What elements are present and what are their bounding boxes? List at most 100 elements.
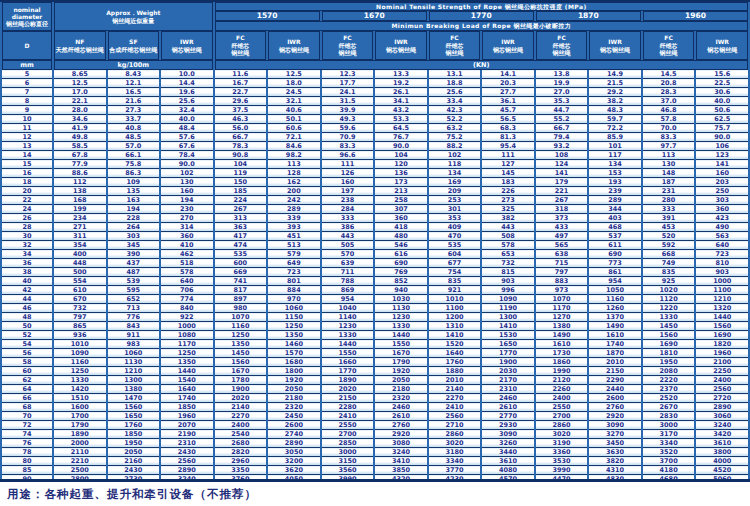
cell: 3760 [215,475,267,482]
cell: 267 [536,196,588,205]
cell: 669 [215,268,267,277]
cell: 865 [54,322,106,331]
cell: 2050 [108,448,160,457]
cell: 64 [2,385,52,394]
cell: 723 [268,268,320,277]
cell: 520 [643,232,695,241]
cell: 98.2 [268,151,320,160]
cell: 578 [482,241,534,250]
cell: 32.1 [268,97,320,106]
table-row: 6816001560185021402320228024602410261025… [2,403,748,412]
cell: 2180 [375,385,427,394]
cell: 732 [482,259,534,268]
cell: 185 [215,187,267,196]
rope-spec-table-container: nominal diameter 钢丝绳公称直径 Approx．Weight 钢… [0,0,750,482]
cell: 18.8 [429,79,481,88]
cell: 884 [268,286,320,295]
cell: 163 [108,196,160,205]
cell: 2460 [482,394,534,403]
cell: 1550 [375,340,427,349]
cell: 4310 [589,466,641,475]
cell: 3270 [589,430,641,439]
cell: 1890 [322,376,374,385]
cell: 8 [2,97,52,106]
cell: 1470 [108,394,160,403]
cell: 403 [589,214,641,223]
cell: 22.1 [54,97,106,106]
cell: 200 [268,187,320,196]
cell: 2260 [536,385,588,394]
cell: 213 [375,187,427,196]
table-row: 6615101470174020202180215023202270246024… [2,394,748,403]
cell: 239 [589,187,641,196]
cell: 37.5 [215,106,267,115]
cell: 2160 [108,457,160,466]
cell: 75.2 [429,133,481,142]
cell: 1460 [268,340,320,349]
cell: 1140 [322,313,374,322]
cell: 3020 [536,430,588,439]
unit-mm: mm [2,60,52,70]
cell: 193 [589,178,641,187]
cell: 3700 [643,457,695,466]
cell: 18.0 [268,79,320,88]
cell: 835 [643,268,695,277]
cell: 1730 [536,349,588,358]
cell: 2400 [215,421,267,430]
cell: 134 [589,160,641,169]
cell: 284 [322,205,374,214]
cell: 1210 [108,367,160,376]
cell: 382 [482,214,534,223]
cell: 83.3 [322,142,374,151]
cell: 264 [108,223,160,232]
cell: 539 [108,277,160,286]
cell: 14.1 [482,70,534,79]
table-row: 4261059570681788486994092199697310501020… [2,286,748,295]
cell: 19.6 [161,88,213,97]
cell: 1270 [536,313,588,322]
cell: 360 [375,214,427,223]
cell: 43.2 [375,106,427,115]
cell: 68.3 [482,124,534,133]
cell: 505 [322,241,374,250]
cell: 95.4 [482,142,534,151]
cell: 1870 [589,349,641,358]
cell: 3440 [482,448,534,457]
cell: 1880 [429,367,481,376]
cell: 113 [268,160,320,169]
cell: 70.9 [322,133,374,142]
cell: 136 [375,169,427,178]
cell: 2320 [268,403,320,412]
cell: 96.6 [322,151,374,160]
table-row: 3440039046253557957061660465363869066872… [2,250,748,259]
cell: 393 [268,223,320,232]
strength-1870: 1870 [536,11,641,21]
cell: 749 [643,259,695,268]
cell: 1380 [536,322,588,331]
cell: 706 [161,286,213,295]
cell: 386 [322,223,374,232]
cell: 1850 [108,430,160,439]
cell: 1220 [643,304,695,313]
cell: 3610 [696,439,748,448]
cell: 2010 [589,358,641,367]
cell: 30.6 [696,88,748,97]
cell: 138 [54,187,106,196]
cell: 40.0 [161,115,213,124]
cell: 1080 [161,331,213,340]
table-row: 4673271384098010601040113011001190117012… [2,304,748,313]
cell: 980 [215,304,267,313]
col-header-iwr-1670: IWR 钢芯钢丝绳 [375,31,427,60]
cell: 79.4 [536,133,588,142]
cell: 354 [54,241,106,250]
cell: 861 [589,268,641,277]
cell: 52 [2,331,52,340]
cell: 1350 [268,331,320,340]
cell: 117 [589,151,641,160]
cell: 3090 [589,421,641,430]
cell: 67.6 [161,142,213,151]
cell: 169 [429,178,481,187]
cell: 93.2 [536,142,588,151]
cell: 118 [429,160,481,169]
cell: 1690 [643,340,695,349]
